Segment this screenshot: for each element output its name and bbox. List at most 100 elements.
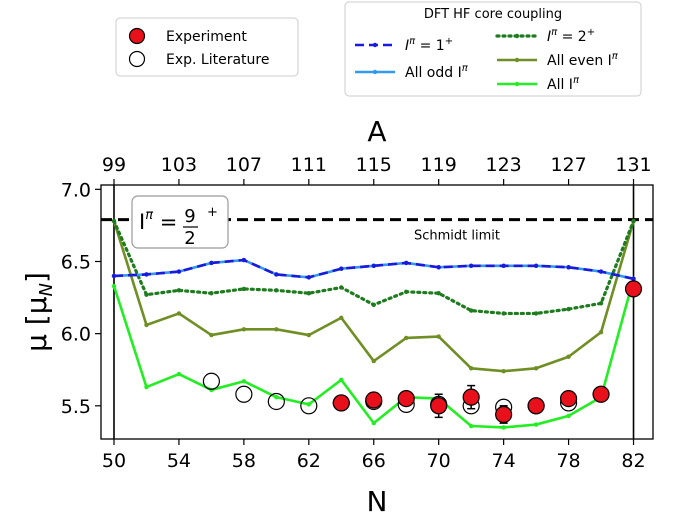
y-tick-label: 7.0 — [61, 179, 91, 201]
plot-inner: Schmidt limit Iπ = 92 + — [101, 185, 653, 439]
experiment-point — [592, 385, 610, 403]
experiment-point — [397, 389, 415, 408]
series-2-point — [209, 291, 214, 296]
series-2-point — [306, 291, 312, 296]
x-tick-label: 74 — [492, 450, 516, 472]
series-3-point — [209, 332, 214, 338]
series-0-point — [631, 276, 636, 282]
series-2-point — [598, 301, 604, 306]
series-3-point — [468, 366, 474, 371]
legend-dft: DFT HF core coupling Iπ = 1+ All odd Iπ Iπ … — [344, 1, 642, 97]
spin-label-box — [131, 195, 229, 249]
top-tick-label: 103 — [161, 154, 197, 176]
series-2-point — [144, 292, 149, 297]
legend-all-even-marker — [514, 57, 520, 63]
series-0-point — [144, 272, 149, 277]
legend-all-odd-label: All odd Iπ — [405, 63, 469, 81]
experiment-point — [332, 394, 350, 412]
legend-experiment-marker — [128, 27, 146, 45]
series-4-point — [371, 420, 376, 426]
series-4-point — [468, 423, 474, 429]
series-4-point — [501, 425, 506, 430]
plot-area: Schmidt limit Iπ = 92 + — [101, 185, 653, 439]
series-0-point — [209, 260, 214, 266]
series-0-point — [111, 273, 117, 279]
top-tick-label: 123 — [486, 154, 522, 176]
series-3-point — [306, 332, 312, 338]
series-2-point — [404, 289, 409, 294]
experiment-point — [495, 405, 513, 424]
series-3-point — [436, 334, 441, 339]
series-3-point — [339, 315, 344, 320]
experiment-point — [462, 388, 480, 406]
series-2-point — [566, 306, 571, 312]
series-2-point — [436, 291, 441, 296]
series-2-point — [371, 302, 376, 307]
legend-all-label: All Iπ — [547, 75, 580, 93]
series-2-point — [176, 288, 182, 293]
series-line-0 — [113, 258, 634, 281]
literature-point — [235, 385, 253, 403]
experiment-point — [527, 397, 545, 415]
top-tick-label: 127 — [550, 154, 586, 176]
y-axis-title: μ [μN] — [20, 272, 57, 352]
series-0-point — [533, 263, 539, 269]
series-4-point — [339, 377, 344, 383]
series-0-point — [274, 272, 279, 277]
series-3-point — [371, 358, 376, 364]
series-2-point — [274, 288, 279, 293]
series-3-point — [176, 311, 182, 316]
axes: 50 54 58 62 66 70 74 78 82 N 99 103 107 111 115 119 123 1… — [20, 115, 654, 518]
literature-point — [202, 372, 220, 390]
series-4-point — [566, 413, 571, 419]
x-tick-label: 66 — [362, 450, 386, 472]
literature-point — [300, 397, 318, 415]
legend-left-frame — [115, 17, 299, 77]
series-2-point — [339, 285, 344, 290]
series-3-point — [598, 330, 604, 335]
legend-experiment-label: Experiment — [166, 29, 247, 45]
series-3-point — [566, 354, 571, 359]
series-0-point — [404, 260, 409, 266]
top-tick-label: 107 — [226, 154, 262, 176]
y-tick-label: 5.5 — [61, 396, 91, 418]
spin-label-numerator: 9 — [184, 206, 195, 227]
series-4-point — [274, 394, 279, 400]
experiment-point — [430, 397, 448, 415]
experiment-point — [365, 391, 383, 409]
series-3-point — [501, 368, 506, 374]
series-0-point — [371, 263, 376, 269]
literature-point — [267, 392, 285, 411]
axes-frame — [100, 184, 654, 440]
legend-i1-marker — [372, 42, 378, 48]
series-4-point — [241, 379, 247, 384]
series-0-point — [306, 275, 312, 280]
legend-all-even-label: All even Iπ — [547, 51, 619, 69]
legend-all-odd-marker — [372, 69, 378, 75]
series-0-point — [566, 265, 571, 270]
top-tick-label: 119 — [421, 154, 457, 176]
y-tick-label: 6.5 — [61, 251, 91, 273]
experiment-point — [624, 280, 643, 298]
legend-right-title: DFT HF core coupling — [424, 7, 562, 22]
series-0-point — [501, 263, 506, 269]
series-0-point — [241, 257, 247, 263]
series-3-point — [404, 335, 409, 341]
series-4-point — [533, 422, 539, 427]
series-4-point — [111, 283, 117, 289]
series-3-point — [274, 327, 279, 332]
legend-right-frame — [344, 1, 642, 97]
series-2-point — [241, 286, 247, 292]
experiment-point — [559, 389, 578, 408]
x-tick-label: 54 — [167, 450, 191, 472]
x-tick-label: 82 — [621, 450, 645, 472]
schmidt-limit-label: Schmidt limit — [414, 229, 500, 244]
x-tick-label: 58 — [232, 450, 256, 472]
top-axis-title: A — [367, 115, 386, 148]
x-tick-label: 62 — [297, 450, 321, 472]
series-0-point — [176, 269, 182, 274]
series-0-point — [436, 265, 441, 270]
legend-all-marker — [514, 81, 520, 87]
top-tick-label: 131 — [615, 154, 651, 176]
